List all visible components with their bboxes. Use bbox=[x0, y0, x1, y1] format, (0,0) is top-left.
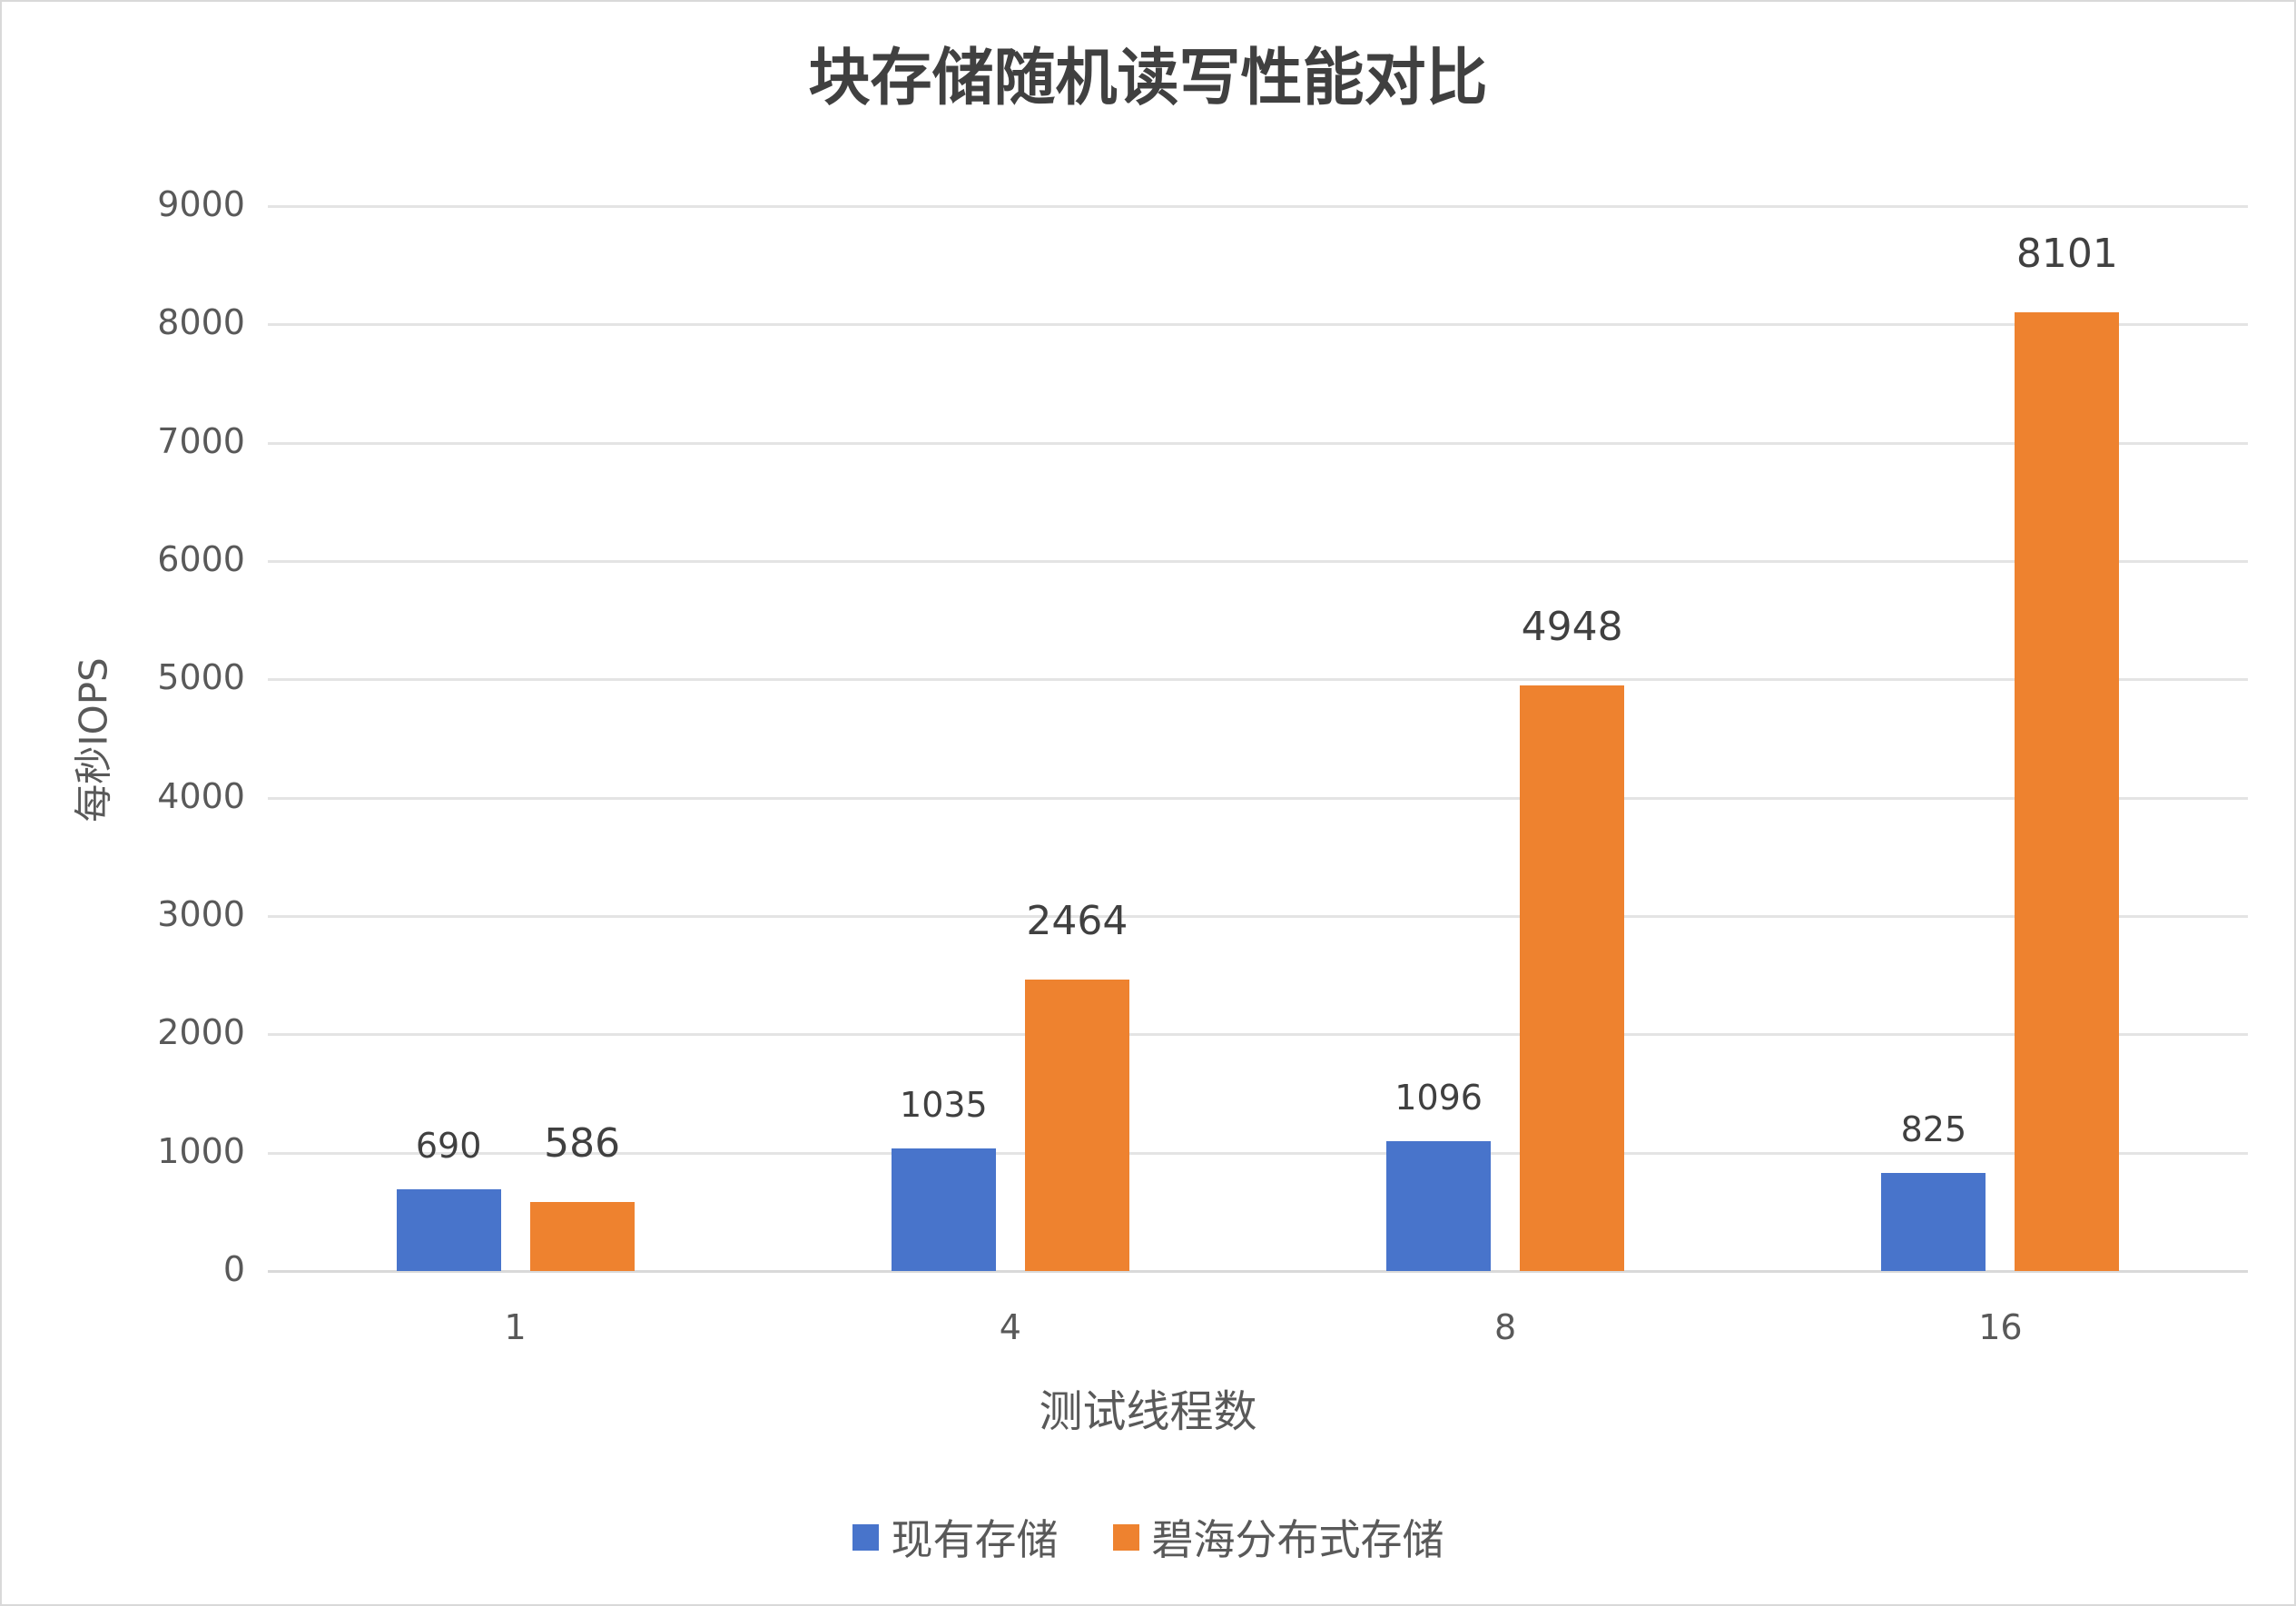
x-tick-label: 8 bbox=[1494, 1307, 1517, 1347]
gridline bbox=[268, 915, 2248, 918]
y-tick-label: 1000 bbox=[157, 1130, 245, 1171]
y-tick-label: 5000 bbox=[157, 657, 245, 698]
y-tick-label: 0 bbox=[222, 1249, 245, 1289]
y-tick-label: 7000 bbox=[157, 420, 245, 461]
legend-label: 碧海分布式存储 bbox=[1151, 1515, 1444, 1564]
bar-bihai-storage[interactable] bbox=[1024, 979, 1129, 1271]
legend-swatch-orange bbox=[1112, 1523, 1139, 1551]
gridline bbox=[268, 441, 2248, 445]
data-label: 825 bbox=[1900, 1109, 1967, 1150]
gridline bbox=[268, 205, 2248, 208]
gridline bbox=[268, 1151, 2248, 1155]
y-tick-label: 4000 bbox=[157, 775, 245, 816]
legend-swatch-blue bbox=[852, 1523, 879, 1551]
x-tick-label: 1 bbox=[504, 1307, 527, 1347]
data-label: 1035 bbox=[900, 1085, 988, 1126]
y-tick-label: 2000 bbox=[157, 1012, 245, 1053]
y-tick-label: 3000 bbox=[157, 894, 245, 934]
data-label: 2464 bbox=[1026, 897, 1128, 944]
x-tick-label: 4 bbox=[999, 1307, 1021, 1347]
data-label: 4948 bbox=[1521, 604, 1623, 651]
x-axis-line bbox=[268, 1270, 2248, 1273]
x-tick-label: 16 bbox=[1978, 1307, 2023, 1347]
gridline bbox=[268, 323, 2248, 327]
y-tick-label: 8000 bbox=[157, 302, 245, 343]
chart-title: 块存储随机读写性能对比 bbox=[808, 43, 1488, 114]
bar-bihai-storage[interactable] bbox=[529, 1201, 635, 1271]
x-axis-label: 测试线程数 bbox=[1039, 1386, 1257, 1437]
bar-bihai-storage[interactable] bbox=[2015, 312, 2120, 1271]
data-label: 8101 bbox=[2015, 231, 2118, 278]
plot-area: 690 586 1035 2464 1096 4948 825 8101 bbox=[268, 205, 2248, 1273]
y-tick-label: 9000 bbox=[157, 184, 245, 224]
bar-existing-storage[interactable] bbox=[1881, 1173, 1986, 1271]
data-label: 690 bbox=[415, 1126, 482, 1167]
legend: 现有存储 碧海分布式存储 bbox=[0, 1507, 2296, 1567]
legend-item-bihai-distributed-storage[interactable]: 碧海分布式存储 bbox=[1112, 1507, 1444, 1567]
data-label: 586 bbox=[544, 1119, 621, 1167]
gridline bbox=[268, 1033, 2248, 1037]
legend-item-existing-storage[interactable]: 现有存储 bbox=[852, 1507, 1059, 1567]
bar-existing-storage[interactable] bbox=[1386, 1141, 1492, 1271]
gridline bbox=[268, 678, 2248, 682]
bar-bihai-storage[interactable] bbox=[1520, 685, 1625, 1271]
gridline bbox=[268, 560, 2248, 563]
bar-existing-storage[interactable] bbox=[396, 1189, 501, 1271]
data-label: 1096 bbox=[1394, 1078, 1483, 1118]
legend-label: 现有存储 bbox=[891, 1515, 1059, 1564]
bar-existing-storage[interactable] bbox=[891, 1148, 996, 1271]
gridline bbox=[268, 796, 2248, 800]
y-tick-label: 6000 bbox=[157, 539, 245, 579]
